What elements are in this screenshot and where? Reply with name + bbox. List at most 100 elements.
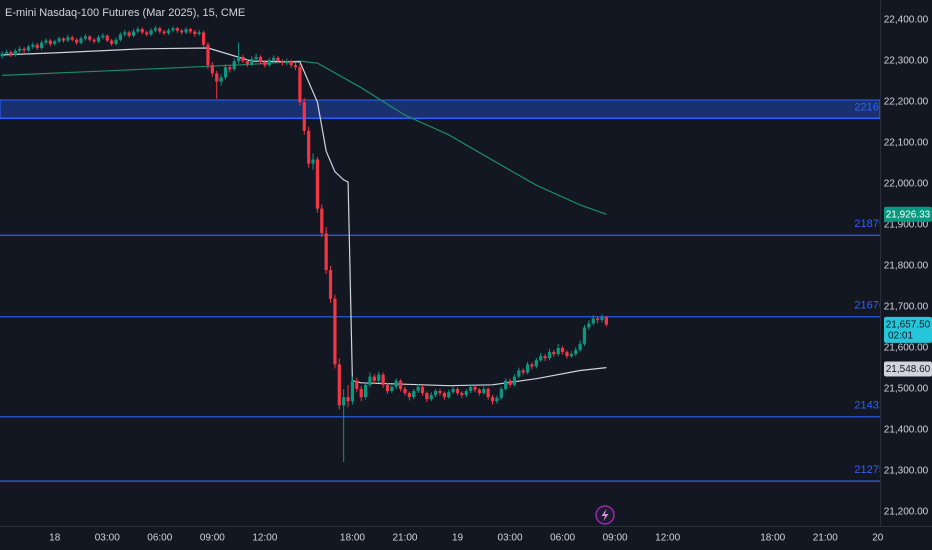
candle-body [272, 57, 276, 61]
candle-body [39, 42, 44, 48]
candle-body [569, 354, 573, 357]
y-tick-label: 22,000.00 [884, 179, 929, 190]
candle-body [596, 318, 600, 321]
candle-body [346, 397, 350, 402]
level-label: 21676 [854, 300, 885, 312]
candle-body [201, 32, 206, 45]
plot-area: 22160 21875 21676 21432 21275 [0, 25, 885, 482]
candle-body [482, 388, 486, 394]
candle-body [565, 352, 569, 357]
candle-body [451, 388, 455, 393]
candle-body [158, 28, 162, 32]
candle-body [420, 386, 425, 394]
candle-body [311, 159, 315, 164]
candle-body [13, 50, 17, 55]
candle-body [425, 393, 429, 400]
candle-body [4, 52, 9, 54]
candle-body [455, 388, 460, 394]
candle-body [556, 347, 560, 355]
candle-body [539, 356, 543, 361]
lightning-icon[interactable] [595, 505, 615, 525]
candle-body [175, 28, 179, 31]
candle-body [136, 29, 140, 32]
candle-body [219, 77, 223, 82]
candle-body [486, 388, 490, 398]
candle-body [44, 40, 48, 43]
moving-average [2, 47, 607, 387]
candle-body [600, 317, 604, 321]
candle-body [166, 30, 171, 34]
candle-body [57, 38, 61, 42]
price-badge [884, 316, 932, 343]
level-label: 21875 [854, 218, 885, 230]
candle-body [31, 44, 35, 47]
candle-body [394, 380, 398, 387]
x-tick-label: 03:00 [95, 533, 120, 544]
candle-body [368, 376, 372, 385]
candle-body [381, 374, 385, 385]
y-tick-label: 21,600.00 [884, 343, 929, 354]
x-tick-label: 18 [49, 533, 61, 544]
candle-body [280, 61, 284, 64]
candle-body [377, 374, 381, 381]
candle-body [131, 31, 136, 36]
candle-body [438, 390, 442, 394]
x-tick-label: 09:00 [200, 533, 225, 544]
candle-body [237, 56, 241, 62]
x-tick-label: 03:00 [498, 533, 523, 544]
candle-body [574, 350, 578, 355]
candle-body [118, 34, 122, 40]
x-tick-label: 20 [872, 533, 884, 544]
y-tick-label: 22,300.00 [884, 56, 929, 67]
x-tick-label: 12:00 [252, 533, 277, 544]
candle-body [197, 32, 201, 35]
candle-body [363, 384, 368, 398]
candle-body [342, 397, 346, 406]
candle-body [48, 40, 52, 44]
price-badge-label: 21,657.50 [886, 320, 931, 331]
candle-body [372, 376, 376, 381]
y-tick-label: 21,500.00 [884, 384, 929, 395]
candle-body [512, 376, 517, 385]
candle-body [302, 102, 306, 131]
candle-body [140, 29, 144, 33]
y-tick-label: 21,700.00 [884, 302, 929, 313]
candle-body [337, 364, 341, 406]
candle-body [258, 56, 263, 62]
candle-body [162, 31, 166, 34]
candle-body [477, 389, 482, 394]
candle-body [521, 370, 525, 373]
candle-body [587, 323, 591, 328]
candle-body [232, 61, 236, 70]
candle-body [88, 36, 92, 40]
candle-body [315, 159, 320, 209]
candle-body [96, 37, 101, 42]
candle-body [241, 56, 245, 62]
y-tick-label: 21,400.00 [884, 425, 929, 436]
level-label: 21432 [854, 400, 885, 412]
candle-body [79, 38, 83, 43]
candle-body [75, 39, 79, 43]
candle-body [110, 40, 114, 44]
candle-body [495, 397, 499, 402]
candle-body [560, 347, 565, 353]
candle-body [0, 53, 4, 57]
candle-body [591, 318, 595, 324]
candle-body [53, 41, 57, 44]
candle-body [293, 65, 298, 68]
candle-body [355, 380, 359, 389]
candle-body [324, 233, 328, 271]
candle-body [508, 380, 512, 385]
candle-body [447, 392, 451, 398]
candle-body [9, 52, 13, 55]
candle-body [127, 32, 131, 36]
candle-body [92, 39, 96, 42]
candle-body [464, 390, 468, 396]
zone [0, 99, 880, 119]
candle-body [543, 356, 547, 359]
candle-body [547, 352, 552, 359]
candle-body [250, 59, 254, 65]
candle-body [66, 37, 70, 41]
